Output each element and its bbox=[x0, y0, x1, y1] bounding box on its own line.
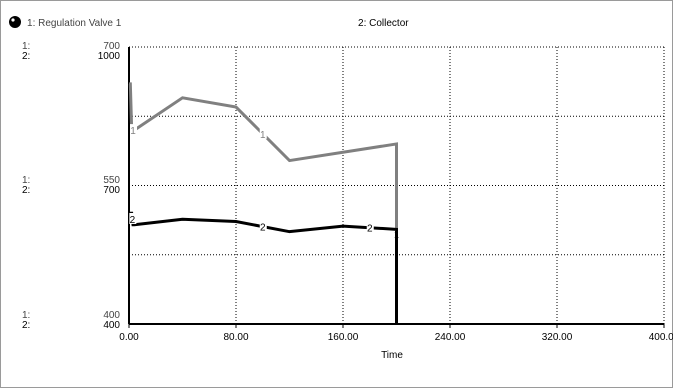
y-axis-series-labels: 1: 2: 1: 2: 1: 2: bbox=[22, 41, 30, 331]
series-marker-2: 2 bbox=[130, 215, 136, 226]
series-marker-bg bbox=[259, 220, 267, 232]
x-tick-label: 0.00 bbox=[119, 332, 139, 343]
chart-control-icon[interactable] bbox=[9, 16, 21, 28]
legend-number-1: 1 bbox=[27, 18, 33, 29]
series-marker-bg bbox=[130, 124, 138, 136]
y2-tick-mid: 700 bbox=[103, 185, 120, 196]
y1-tick-mid: 550 bbox=[103, 175, 120, 186]
y-series-label-2-mid: 2: bbox=[22, 185, 30, 196]
y-series-label-1-mid: 1: bbox=[22, 175, 30, 186]
y-series-label-2-bottom: 2: bbox=[22, 320, 30, 331]
series-marker-2: 2 bbox=[367, 224, 373, 235]
svg-text:2: Collector: 2: Collector bbox=[358, 18, 409, 29]
series-marker-bg bbox=[259, 127, 267, 139]
y1-tick-bottom: 400 bbox=[103, 310, 120, 321]
series-marker-bg bbox=[366, 221, 374, 233]
y-series-label-1-bottom: 1: bbox=[22, 310, 30, 321]
y-axis-ticks: 700 1000 550 700 400 400 bbox=[98, 41, 121, 331]
y2-tick-top: 1000 bbox=[98, 51, 121, 62]
svg-text:1: Regulation Valve 1: 1: Regulation Valve 1 bbox=[27, 18, 122, 29]
legend-colon-1: : bbox=[33, 18, 39, 29]
x-tick-label: 160.00 bbox=[328, 332, 359, 343]
legend-colon-2: : bbox=[364, 18, 370, 29]
series-marker-2: 2 bbox=[260, 223, 266, 234]
x-tick-label: 320.00 bbox=[542, 332, 573, 343]
y2-tick-bottom: 400 bbox=[103, 320, 120, 331]
x-tick-label: 400.00 bbox=[649, 332, 673, 343]
series-marker-1: 1 bbox=[260, 130, 266, 141]
y1-tick-top: 700 bbox=[103, 41, 120, 52]
legend-label-1: Regulation Valve 1 bbox=[38, 18, 122, 29]
legend: 1: Regulation Valve 1 2: Collector bbox=[9, 16, 409, 29]
x-axis-label: Time bbox=[381, 350, 403, 361]
x-tick-label: 240.00 bbox=[435, 332, 466, 343]
legend-number-2: 2 bbox=[358, 18, 364, 29]
x-axis-ticks: 0.00 80.00 160.00 240.00 320.00 400.00 bbox=[119, 324, 673, 343]
series-marker-bg bbox=[129, 212, 137, 224]
series-line-1 bbox=[128, 82, 398, 324]
y-series-label-2-top: 2: bbox=[22, 51, 30, 62]
series-marker-1: 1 bbox=[130, 126, 136, 137]
x-tick-label: 80.00 bbox=[223, 332, 248, 343]
legend-label-2: Collector bbox=[369, 18, 409, 29]
y-series-label-1-top: 1: bbox=[22, 41, 30, 52]
